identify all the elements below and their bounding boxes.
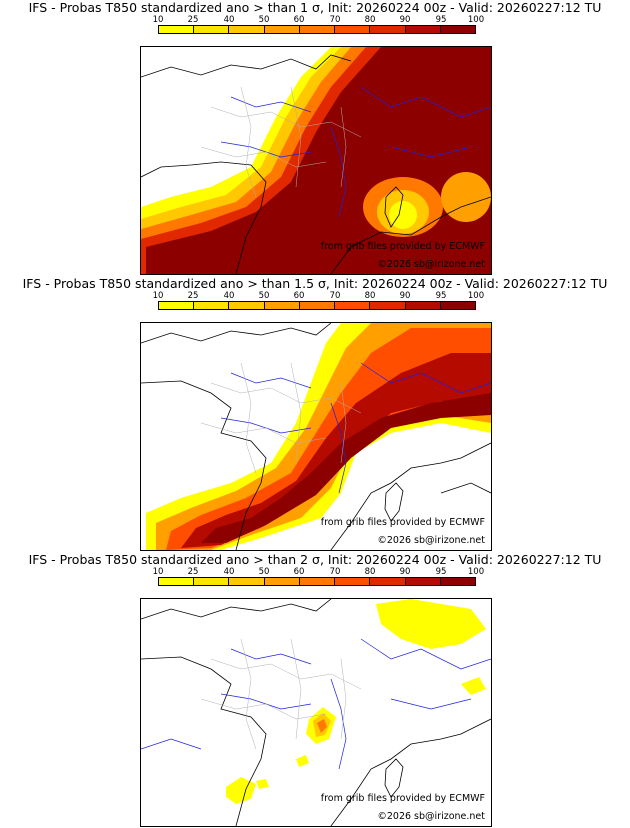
data-source-credit: from grib files provided by ECMWF [320,241,485,252]
colorbar-swatch [440,578,475,585]
admin-borders [200,638,362,750]
colorbar-swatch [194,578,230,585]
tick-label: 95 [435,567,447,577]
colorbar-swatch [159,26,195,33]
colorbar-swatch [194,26,230,33]
colorbar-swatch [264,26,300,33]
tick-label: 80 [364,15,376,25]
tick-label: 95 [435,291,447,301]
tick-label: 70 [329,291,341,301]
data-source-credit: from grib files provided by ECMWF [320,793,485,804]
tick-label: 95 [435,15,447,25]
tick-label: 60 [293,567,305,577]
tick-label: 60 [293,291,305,301]
coastlines [141,54,491,274]
tick-label: 40 [223,15,235,25]
coastlines [141,323,491,550]
tick-label: 50 [258,15,270,25]
panel-title: IFS - Probas T850 standardized ano > tha… [28,0,602,15]
tick-label: 90 [399,291,411,301]
tick-label: 50 [258,291,270,301]
tick-label: 80 [364,567,376,577]
probability-map: from grib files provided by ECMWF ©2026 … [140,598,492,827]
probability-map: from grib files provided by ECMWF ©2026 … [140,322,492,551]
colorbar-swatch [370,578,406,585]
colorbar-swatch [370,26,406,33]
data-source-credit: from grib files provided by ECMWF [320,517,485,528]
tick-label: 40 [223,567,235,577]
map-panel-1: IFS - Probas T850 standardized ano > tha… [0,0,630,276]
colorbar-swatch [194,302,230,309]
tick-label: 40 [223,291,235,301]
colorbar-swatch [299,302,336,309]
rivers [141,638,491,770]
colorbar-swatch [159,578,195,585]
tick-label: 100 [467,567,485,577]
tick-label: 10 [152,291,164,301]
colorbar-labels: 10 25 40 50 60 70 80 90 95 100 [153,291,485,301]
map-canvas [141,47,491,274]
colorbar-swatch [370,302,406,309]
colorbar [158,25,476,34]
tick-label: 50 [258,567,270,577]
copyright-credit: ©2026 sb@irizone.net [377,535,485,546]
colorbar-swatch [229,26,265,33]
admin-borders [200,362,362,474]
copyright-credit: ©2026 sb@irizone.net [377,259,485,270]
probability-field [141,47,491,274]
colorbar-swatch [335,26,371,33]
tick-label: 25 [187,567,199,577]
colorbar-swatch [159,302,195,309]
colorbar-swatch [229,578,265,585]
tick-label: 10 [152,15,164,25]
probability-field [226,599,486,804]
colorbar-swatch [405,302,441,309]
colorbar-swatch [299,26,336,33]
map-panel-2: IFS - Probas T850 standardized ano > tha… [0,276,630,552]
map-canvas [141,323,491,550]
tick-label: 70 [329,567,341,577]
coastlines [141,599,491,826]
tick-label: 10 [152,567,164,577]
colorbar-swatch [264,302,300,309]
probability-map: from grib files provided by ECMWF ©2026 … [140,46,492,275]
tick-label: 60 [293,15,305,25]
panel-title: IFS - Probas T850 standardized ano > tha… [28,552,602,567]
colorbar-swatch [335,302,371,309]
tick-label: 25 [187,15,199,25]
tick-label: 70 [329,15,341,25]
tick-label: 80 [364,291,376,301]
admin-borders [200,86,362,198]
colorbar-labels: 10 25 40 50 60 70 80 90 95 100 [153,15,485,25]
tick-label: 90 [399,567,411,577]
map-canvas [141,599,491,826]
tick-label: 100 [467,15,485,25]
colorbar-swatch [440,302,475,309]
colorbar-swatch [335,578,371,585]
colorbar-swatch [405,578,441,585]
panel-title: IFS - Probas T850 standardized ano > tha… [22,276,608,291]
tick-label: 90 [399,15,411,25]
colorbar [158,577,476,586]
colorbar-swatch [405,26,441,33]
rivers [220,362,491,494]
probability-field [146,323,491,550]
colorbar-swatch [440,26,475,33]
tick-label: 25 [187,291,199,301]
colorbar-labels: 10 25 40 50 60 70 80 90 95 100 [153,567,485,577]
map-panel-3: IFS - Probas T850 standardized ano > tha… [0,552,630,828]
colorbar-swatch [299,578,336,585]
copyright-credit: ©2026 sb@irizone.net [377,811,485,822]
colorbar-swatch [229,302,265,309]
tick-label: 100 [467,291,485,301]
colorbar-swatch [264,578,300,585]
colorbar [158,301,476,310]
